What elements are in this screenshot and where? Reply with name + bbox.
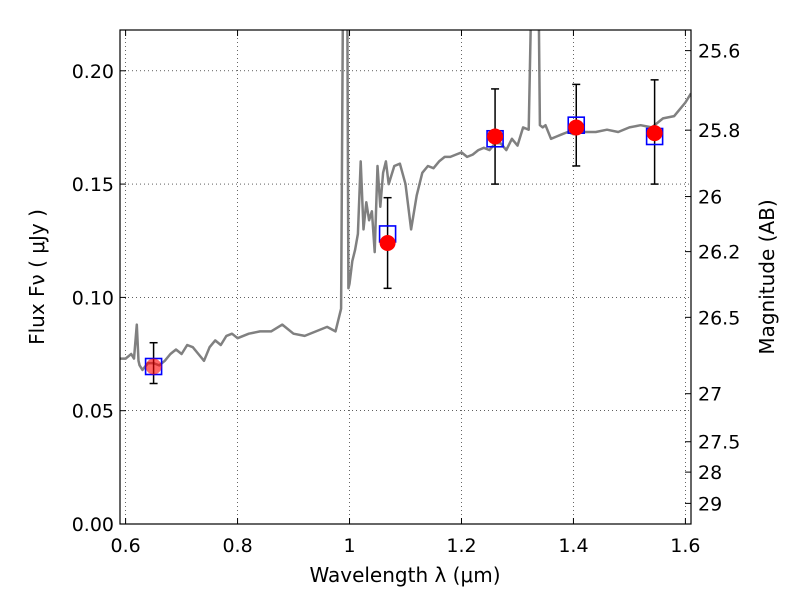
y2-tick-label: 25.8 — [698, 120, 740, 142]
x-tick-label: 1 — [343, 535, 355, 557]
observed-point — [379, 235, 396, 252]
y2-axis-label: Magnitude (AB) — [755, 199, 779, 354]
y2-tick-label: 26.5 — [698, 307, 740, 329]
points-layer — [144, 79, 664, 385]
tick-labels: 0.6 0.8 1 1.2 1.4 1.6 0.00 0.05 0.10 0.15 0.20 25.6… — [72, 41, 741, 557]
x-tick-label: 1.2 — [446, 535, 476, 557]
y2-tick-label: 26.2 — [698, 242, 740, 264]
x-tick-label: 0.8 — [222, 535, 252, 557]
y-tick-label: 0.00 — [72, 514, 114, 536]
observed-point — [568, 119, 585, 136]
x-tick-label: 1.6 — [670, 535, 700, 557]
y2-tick-label: 25.6 — [698, 41, 740, 63]
observed-point — [646, 125, 663, 142]
y2-tick-label: 27.5 — [698, 432, 740, 454]
observed-point — [487, 128, 504, 145]
y-tick-label: 0.20 — [72, 61, 114, 83]
series-layer — [120, 30, 691, 372]
plot-frame — [119, 29, 692, 525]
y2-tick-label: 26 — [698, 187, 722, 209]
y-tick-label: 0.05 — [72, 401, 114, 423]
sed-line — [120, 30, 691, 372]
y2-tick-label: 29 — [698, 493, 722, 515]
y-tick-label: 0.15 — [72, 174, 114, 196]
y2-tick-label: 27 — [698, 384, 722, 406]
x-axis-label: Wavelength λ (μm) — [309, 563, 500, 587]
y-tick-label: 0.10 — [72, 287, 114, 309]
y-axis-label: Flux Fν ( μJy ) — [25, 209, 49, 345]
observed-point — [145, 358, 162, 375]
ticks — [120, 30, 691, 525]
grid — [120, 30, 691, 525]
x-tick-label: 0.6 — [110, 535, 140, 557]
y2-tick-label: 28 — [698, 462, 722, 484]
x-tick-label: 1.4 — [558, 535, 588, 557]
